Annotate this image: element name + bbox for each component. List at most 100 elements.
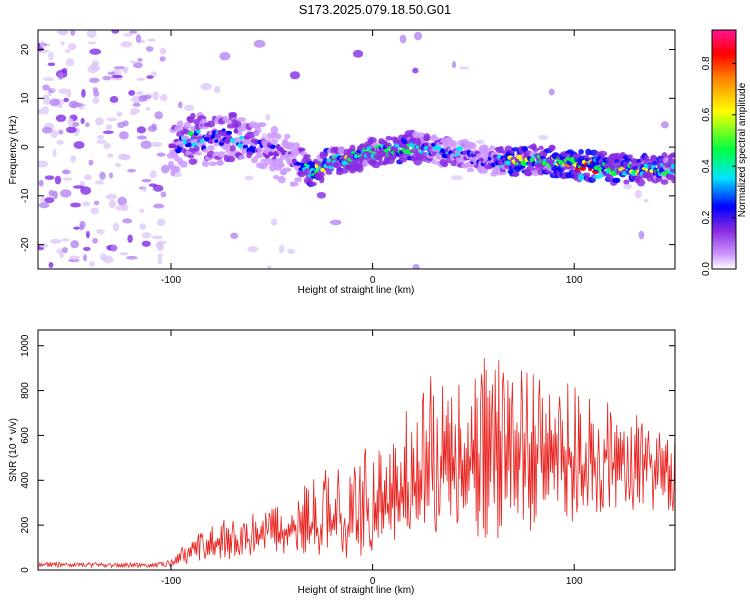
spectrogram-ridge-halo bbox=[349, 144, 356, 152]
spectrogram-ridge-halo bbox=[208, 161, 217, 167]
spectrogram-noise-blob bbox=[538, 134, 548, 141]
spectrogram-noise-blob bbox=[154, 111, 164, 120]
tick-label: 0.4 bbox=[701, 159, 712, 173]
spectrogram-ridge-halo bbox=[441, 161, 449, 168]
spectrogram-noise-blob bbox=[54, 175, 62, 185]
spectrogram-noise-blob bbox=[147, 38, 156, 42]
spectrogram-ridge-halo bbox=[207, 145, 215, 151]
spectrogram-noise-blob bbox=[60, 41, 65, 46]
spectrogram-ridge-halo bbox=[186, 138, 193, 144]
spectrogram-noise-blob bbox=[48, 262, 54, 269]
spectrogram-ridge-halo bbox=[283, 133, 291, 140]
tick-label: 0 bbox=[370, 576, 376, 587]
spectrogram-noise-blob bbox=[70, 155, 77, 163]
spectrogram-noise-blob bbox=[136, 77, 146, 81]
spectrogram-ridge-core bbox=[253, 139, 259, 145]
spectrogram-noise-blob bbox=[49, 238, 62, 244]
spectrogram-noise-blob bbox=[41, 106, 49, 115]
spectrogram-noise-blob bbox=[247, 246, 259, 253]
spectrogram-ridge-core bbox=[237, 143, 243, 148]
snr-y-ticks: 0 200 400 600 800 1000 bbox=[20, 334, 675, 573]
spectrogram-noise-blob bbox=[138, 95, 148, 102]
spectrogram-noise-blob bbox=[67, 42, 77, 51]
spectrogram-noise-blob bbox=[414, 31, 423, 41]
spectrogram-x-axis-label: Height of straight line (km) bbox=[298, 285, 415, 296]
spectrogram-noise-blob bbox=[41, 126, 53, 134]
spectrogram-noise-blob bbox=[99, 171, 106, 180]
spectrogram-noise-blob bbox=[120, 41, 133, 48]
spectrogram-ridge-halo bbox=[277, 175, 286, 184]
spectrogram-noise-blob bbox=[643, 198, 649, 203]
spectrogram-ridge-halo bbox=[217, 151, 227, 158]
spectrogram-noise-blob bbox=[65, 126, 77, 134]
spectrogram-ridge-core bbox=[185, 142, 193, 147]
spectrogram-noise-blob bbox=[59, 30, 68, 36]
tick-label: -100 bbox=[161, 275, 181, 286]
spectrogram-noise-blob bbox=[92, 97, 100, 104]
spectrogram-noise-blob bbox=[289, 71, 301, 80]
spectrogram-ridge-halo bbox=[412, 131, 420, 139]
spectrogram-noise-blob bbox=[139, 223, 146, 230]
spectrogram-ridge-core bbox=[195, 129, 201, 134]
spectrogram-noise-blob bbox=[451, 61, 457, 69]
spectrogram-noise-blob bbox=[147, 125, 158, 132]
spectrogram-ridge-halo bbox=[636, 178, 646, 187]
spectrogram-noise-blob bbox=[109, 172, 114, 179]
spectrogram-ridge-halo bbox=[194, 150, 202, 156]
spectrogram-ridge-halo bbox=[318, 172, 325, 178]
tick-label: 1000 bbox=[20, 334, 31, 357]
spectrogram-ridge-halo bbox=[531, 147, 540, 152]
spectrogram-ridge-halo bbox=[661, 152, 668, 159]
spectrogram-noise-blob bbox=[136, 90, 144, 96]
spectrogram-noise-blob bbox=[93, 200, 100, 206]
spectrogram-noise-blob bbox=[95, 229, 105, 235]
spectrogram-ridge-halo bbox=[578, 149, 584, 155]
spectrogram-noise-blob bbox=[157, 256, 163, 265]
tick-label: 0 bbox=[370, 275, 376, 286]
spectrogram-ridge-halo bbox=[246, 131, 256, 139]
spectrogram-noise-blob bbox=[141, 178, 152, 183]
spectrogram-ridge-halo bbox=[489, 145, 495, 151]
spectrogram-noise-blob bbox=[200, 82, 212, 91]
spectrogram-noise-blob bbox=[48, 189, 55, 197]
spectrogram-ridge-halo bbox=[548, 144, 556, 151]
spectrogram-noise-blob bbox=[57, 73, 64, 80]
spectrogram-ridge-halo bbox=[172, 165, 181, 173]
spectrogram-noise-blob bbox=[412, 67, 419, 74]
spectrogram-ridge-core bbox=[521, 160, 528, 167]
spectrogram-noise-blob bbox=[42, 84, 50, 91]
spectrogram-ridge-halo bbox=[660, 179, 669, 185]
spectrogram-ridge-halo bbox=[593, 174, 602, 180]
spectrogram-ridge-halo bbox=[256, 152, 264, 158]
snr-series-line bbox=[38, 357, 675, 569]
spectrogram-noise-blob bbox=[111, 74, 123, 79]
tick-label: 0.6 bbox=[701, 107, 712, 121]
spectrogram-noise-blob bbox=[85, 230, 90, 239]
spectrogram-noise-blob bbox=[85, 122, 90, 128]
spectrogram-noise-blob bbox=[122, 120, 129, 127]
spectrogram-noise-blob bbox=[38, 179, 44, 187]
spectrogram-ridge-halo bbox=[201, 160, 210, 167]
spectrogram-ridge-halo bbox=[650, 155, 658, 163]
tick-label: 800 bbox=[20, 382, 31, 399]
spectrogram-noise-blob bbox=[82, 254, 88, 262]
spectrogram-y-axis-label: Frequency (Hz) bbox=[8, 116, 19, 185]
spectrogram-noise-blob bbox=[139, 208, 145, 213]
spectrogram-ridge-halo bbox=[450, 140, 458, 149]
spectrogram-ridge-core bbox=[269, 144, 276, 150]
spectrogram-noise-blob bbox=[253, 39, 266, 48]
spectrogram-noise-blob bbox=[81, 88, 86, 98]
spectrogram-ridge-halo bbox=[325, 170, 333, 175]
spectrogram-noise-blob bbox=[450, 175, 463, 181]
spectrogram-noise-blob bbox=[56, 139, 65, 145]
spectrogram-noise-blob bbox=[152, 91, 160, 101]
spectrogram-ridge-halo bbox=[188, 158, 198, 165]
spectrogram-noise-blob bbox=[57, 103, 63, 109]
spectrogram-ridge-core bbox=[267, 151, 274, 157]
spectrogram-noise-blob bbox=[126, 255, 138, 260]
spectrogram-ridge-halo bbox=[237, 131, 243, 136]
spectrogram-ridge-halo bbox=[569, 165, 575, 170]
spectrogram-noise-blob bbox=[115, 162, 122, 168]
spectrogram-ridge-halo bbox=[269, 163, 277, 172]
spectrogram-ridge-halo bbox=[513, 172, 519, 178]
